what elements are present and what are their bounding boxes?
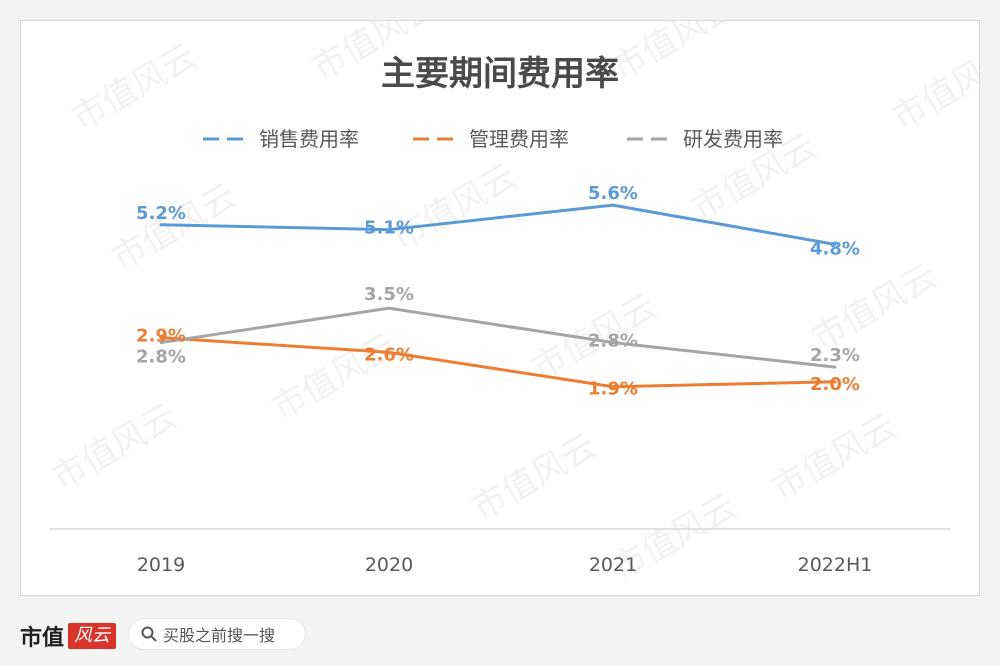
watermark-text: 市值风云 xyxy=(886,36,980,139)
data-label: 2.8% xyxy=(136,347,186,368)
data-label: 5.2% xyxy=(136,203,186,224)
watermark-text: 市值风云 xyxy=(66,36,204,139)
watermark-text: 市值风云 xyxy=(606,21,744,89)
data-labels: 5.2% 5.1% 5.6% 4.8% 2.9% 2.6% 1.9% 2.0% 2.8% 3.5%… xyxy=(136,183,860,400)
x-axis-ticks: 2019 2020 2021 2022H1 xyxy=(137,554,873,576)
data-label: 2.8% xyxy=(588,331,638,352)
watermark-text: 市值风云 xyxy=(466,426,604,529)
data-label: 5.1% xyxy=(364,218,414,239)
footer: 市值 风云 买股之前搜一搜 xyxy=(0,600,1000,666)
x-tick-label: 2020 xyxy=(365,554,413,576)
x-tick-label: 2022H1 xyxy=(798,554,873,576)
legend: 销售费用率 管理费用率 研发费用率 xyxy=(203,127,783,151)
series-lines xyxy=(159,203,837,389)
chart-card: 市值风云 市值风云 市值风云 市值风云 市值风云 市值风云 市值风云 市值风云 市值风云 市值风云… xyxy=(20,20,980,596)
chart-title: 主要期间费用率 xyxy=(381,54,619,94)
data-label: 5.6% xyxy=(588,183,638,204)
data-label: 2.9% xyxy=(136,326,186,347)
watermark-text: 市值风云 xyxy=(46,396,184,499)
search-text: 买股之前搜一搜 xyxy=(163,626,276,645)
x-tick-label: 2019 xyxy=(137,554,185,576)
series-line xyxy=(159,306,837,369)
x-tick-label: 2021 xyxy=(589,554,637,576)
legend-label: 管理费用率 xyxy=(469,127,569,151)
watermark-text: 市值风云 xyxy=(806,256,944,359)
legend-label: 销售费用率 xyxy=(259,127,359,151)
search-box[interactable]: 买股之前搜一搜 xyxy=(128,618,306,650)
watermark-text: 市值风云 xyxy=(386,156,524,259)
data-label: 2.3% xyxy=(810,345,860,366)
brand-logo: 市值 风云 xyxy=(20,620,117,652)
search-icon xyxy=(141,626,157,642)
watermark-text: 市值风云 xyxy=(766,406,904,509)
brand-seal: 风云 xyxy=(68,623,117,649)
data-label: 2.6% xyxy=(364,344,414,365)
data-label: 2.0% xyxy=(810,374,860,395)
series-line xyxy=(159,203,837,246)
watermark-text: 市值风云 xyxy=(266,326,404,429)
data-label: 4.8% xyxy=(810,238,860,259)
legend-label: 研发费用率 xyxy=(683,127,783,151)
data-label: 1.9% xyxy=(588,379,638,400)
series-line xyxy=(159,336,837,389)
brand-name: 市值 xyxy=(20,625,65,651)
data-label: 3.5% xyxy=(364,284,414,305)
